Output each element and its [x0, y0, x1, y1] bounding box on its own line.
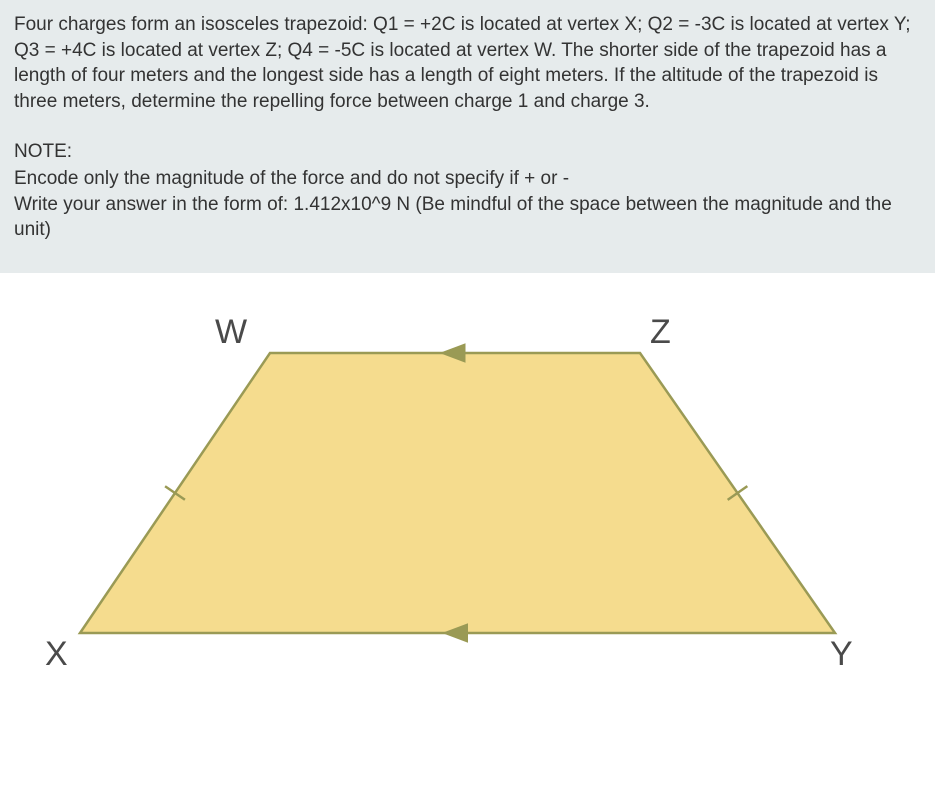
- vertex-label-y: Y: [830, 635, 853, 673]
- problem-text: Four charges form an isosceles trapezoid…: [14, 12, 921, 115]
- figure-area: W Z X Y: [0, 273, 935, 683]
- trapezoid-figure: W Z X Y: [40, 293, 880, 673]
- note-heading: NOTE:: [14, 139, 921, 165]
- vertex-label-z: Z: [650, 313, 671, 351]
- note-line-1: Encode only the magnitude of the force a…: [14, 166, 921, 192]
- vertex-label-w: W: [215, 313, 247, 351]
- note-line-2: Write your answer in the form of: 1.412x…: [14, 192, 921, 243]
- vertex-label-x: X: [45, 635, 68, 673]
- problem-block: Four charges form an isosceles trapezoid…: [0, 0, 935, 273]
